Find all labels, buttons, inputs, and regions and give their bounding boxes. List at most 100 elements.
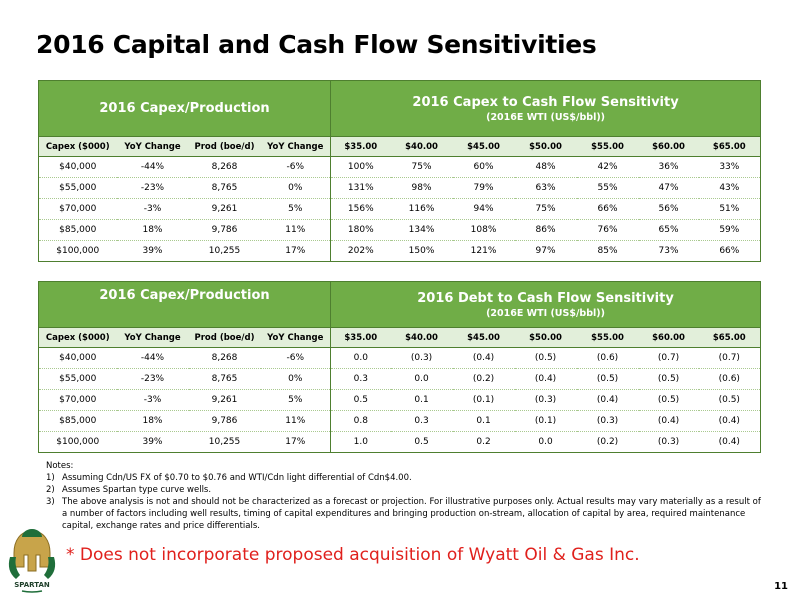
table-cell: $40,000 <box>38 156 117 178</box>
column-header: $55.00 <box>576 136 639 157</box>
table-cell: 0.5 <box>330 389 391 411</box>
table-cell: 0% <box>260 177 332 199</box>
table-cell: 5% <box>260 198 332 220</box>
table2-column-headers: Capex ($000) YoY Change Prod (boe/d) YoY Ch… <box>38 327 762 348</box>
table-cell: (0.7) <box>638 347 699 369</box>
column-header: $60.00 <box>638 136 699 157</box>
table-cell: 202% <box>330 240 391 262</box>
table-cell: 9,261 <box>188 198 261 220</box>
table-cell: 59% <box>698 219 762 241</box>
table1-column-headers: Capex ($000) YoY Change Prod (boe/d) YoY Ch… <box>38 136 762 157</box>
table-cell: $70,000 <box>38 198 117 220</box>
table-cell: 108% <box>452 219 515 241</box>
table-cell: 156% <box>330 198 391 220</box>
table-cell: -23% <box>116 177 189 199</box>
note-item: 2) Assumes Spartan type curve wells. <box>46 484 766 496</box>
note-item: 3) The above analysis is not and should … <box>46 496 766 532</box>
column-header: Capex ($000) <box>38 327 117 348</box>
column-header: Capex ($000) <box>38 136 117 157</box>
column-header: YoY Change <box>116 136 189 157</box>
table-cell: 65% <box>638 219 699 241</box>
table-cell: 98% <box>390 177 453 199</box>
table-row: $85,000 18% 9,786 11% 180% 134% 108% 86% 76% 65% 5… <box>38 219 762 241</box>
column-header: $55.00 <box>576 327 639 348</box>
table-cell: 11% <box>260 219 332 241</box>
table-cell: 0.1 <box>452 410 515 432</box>
page-number: 11 <box>774 581 788 592</box>
table-cell: 56% <box>638 198 699 220</box>
table-cell: 0.0 <box>514 431 577 453</box>
table-cell: 0.3 <box>390 410 453 432</box>
table-cell: (0.1) <box>514 410 577 432</box>
column-header: $45.00 <box>452 327 515 348</box>
column-header: YoY Change <box>260 327 332 348</box>
table-cell: $85,000 <box>38 410 117 432</box>
page-title: 2016 Capital and Cash Flow Sensitivities <box>36 30 597 59</box>
table-cell: (0.4) <box>452 347 515 369</box>
table-cell: 10,255 <box>188 431 261 453</box>
table-cell: (0.3) <box>576 410 639 432</box>
table2-body: $40,000 -44% 8,268 -6% 0.0 (0.3) (0.4) (0.5) (0.… <box>38 347 762 453</box>
table-cell: 55% <box>576 177 639 199</box>
table-cell: 60% <box>452 156 515 178</box>
table-cell: $55,000 <box>38 368 117 390</box>
table-cell: (0.3) <box>390 347 453 369</box>
table-cell: 8,268 <box>188 156 261 178</box>
table-cell: 75% <box>390 156 453 178</box>
table-row: $100,000 39% 10,255 17% 1.0 0.5 0.2 0.0 (0.2) (0.… <box>38 431 762 453</box>
table-cell: 0.5 <box>390 431 453 453</box>
table-row: $70,000 -3% 9,261 5% 0.5 0.1 (0.1) (0.3) (0.4) (0… <box>38 389 762 411</box>
table-cell: (0.7) <box>698 347 762 369</box>
table-cell: (0.4) <box>576 389 639 411</box>
table-cell: (0.3) <box>638 431 699 453</box>
table-cell: 131% <box>330 177 391 199</box>
column-header: Prod (boe/d) <box>188 327 261 348</box>
table-cell: -6% <box>260 156 332 178</box>
table-cell: 43% <box>698 177 762 199</box>
table-cell: 86% <box>514 219 577 241</box>
table-cell: $70,000 <box>38 389 117 411</box>
table-cell: 73% <box>638 240 699 262</box>
table-cell: (0.5) <box>638 368 699 390</box>
note-item: 1) Assuming Cdn/US FX of $0.70 to $0.76 … <box>46 472 766 484</box>
table-cell: 9,786 <box>188 219 261 241</box>
table-cell: (0.2) <box>576 431 639 453</box>
table-cell: 33% <box>698 156 762 178</box>
table-cell: -23% <box>116 368 189 390</box>
table-cell: -44% <box>116 156 189 178</box>
table-cell: 18% <box>116 219 189 241</box>
note-number: 1) <box>46 473 55 483</box>
table-cell: 36% <box>638 156 699 178</box>
spartan-logo: SPARTAN <box>4 527 60 595</box>
table-cell: (0.5) <box>638 389 699 411</box>
table-cell: 9,261 <box>188 389 261 411</box>
column-header: $60.00 <box>638 327 699 348</box>
column-header: $40.00 <box>390 327 453 348</box>
table-cell: (0.4) <box>638 410 699 432</box>
table-cell: -44% <box>116 347 189 369</box>
table-cell: $100,000 <box>38 240 117 262</box>
table-cell: (0.3) <box>514 389 577 411</box>
table-cell: (0.6) <box>576 347 639 369</box>
table-cell: 0.0 <box>390 368 453 390</box>
table-cell: (0.5) <box>698 389 762 411</box>
table-cell: 18% <box>116 410 189 432</box>
table-cell: (0.6) <box>698 368 762 390</box>
column-header: $65.00 <box>698 327 762 348</box>
table-cell: 47% <box>638 177 699 199</box>
table-row: $85,000 18% 9,786 11% 0.8 0.3 0.1 (0.1) (0.3) (0.… <box>38 410 762 432</box>
table-cell: -6% <box>260 347 332 369</box>
table-cell: (0.4) <box>698 410 762 432</box>
table1-right-title: 2016 Capex to Cash Flow Sensitivity <box>412 94 679 110</box>
column-header: YoY Change <box>260 136 332 157</box>
table-cell: 39% <box>116 240 189 262</box>
logo-text: SPARTAN <box>14 581 50 589</box>
table-cell: 0.0 <box>330 347 391 369</box>
table2-right-title: 2016 Debt to Cash Flow Sensitivity <box>417 290 674 306</box>
table-cell: (0.4) <box>514 368 577 390</box>
table-cell: 180% <box>330 219 391 241</box>
table-cell: 8,765 <box>188 177 261 199</box>
table-cell: 150% <box>390 240 453 262</box>
table-row: $100,000 39% 10,255 17% 202% 150% 121% 97% 85% 73… <box>38 240 762 262</box>
table-cell: 0.2 <box>452 431 515 453</box>
